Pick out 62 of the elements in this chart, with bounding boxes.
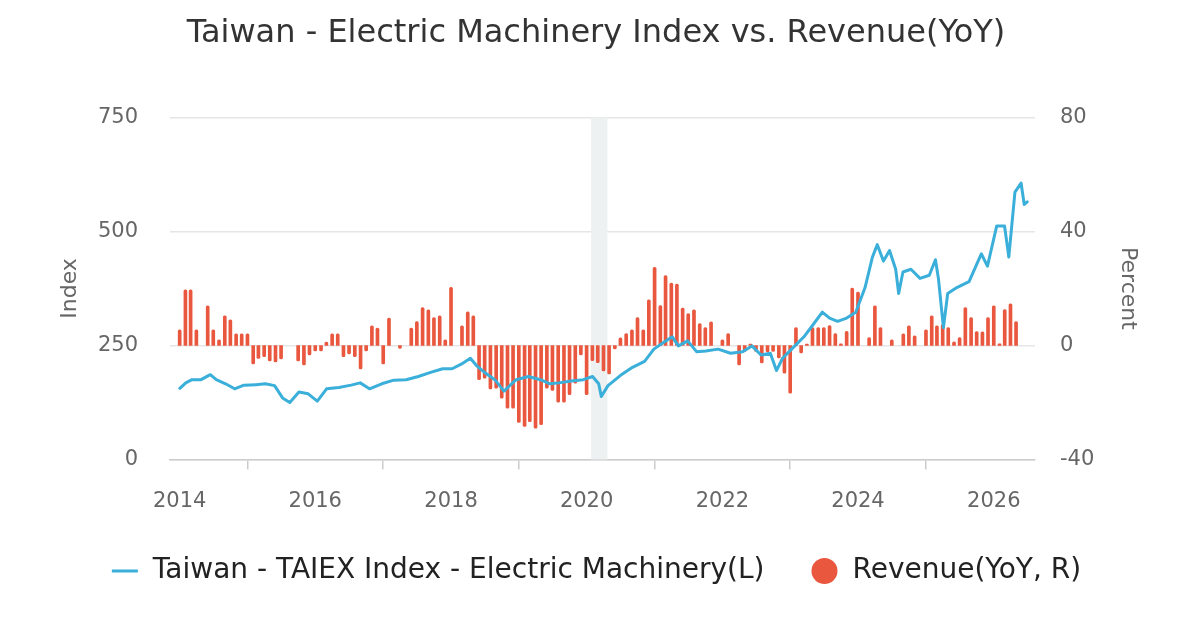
y2-axis-title: Percent <box>1117 247 1143 331</box>
x-tick-label: 2022 <box>695 487 750 512</box>
bar <box>516 345 521 423</box>
bar <box>1002 309 1007 346</box>
chart-title: Taiwan - Electric Machinery Index vs. Revenue(YoY) <box>185 11 1006 50</box>
bar <box>788 345 793 394</box>
bar <box>267 345 272 362</box>
bar <box>449 286 453 346</box>
bar <box>222 315 227 346</box>
y2-tick-label: -40 <box>1060 445 1095 470</box>
bar <box>630 329 634 346</box>
bar <box>873 305 877 346</box>
x-tick-label: 2016 <box>288 487 342 512</box>
y2-tick-label: 0 <box>1060 331 1074 356</box>
bar <box>669 282 674 346</box>
y2-tick-label: 40 <box>1060 217 1087 242</box>
y-axis-title: Index <box>55 258 81 319</box>
bar <box>370 325 374 346</box>
x-tick-label: 2014 <box>152 487 207 512</box>
bar <box>381 345 386 365</box>
bar <box>409 327 414 346</box>
y-tick-label: 500 <box>97 217 138 242</box>
bar <box>969 317 973 346</box>
bar <box>1014 321 1018 346</box>
y2-tick-label: 80 <box>1060 103 1087 128</box>
x-tick-label: 2026 <box>967 487 1021 512</box>
x-tick-label: 2018 <box>424 487 478 512</box>
bar <box>499 345 504 399</box>
bar <box>415 321 419 346</box>
bar <box>709 321 713 346</box>
bar <box>387 317 391 346</box>
legend-label: Revenue(YoY, R) <box>852 552 1082 586</box>
bar <box>986 317 990 346</box>
bar <box>296 345 300 362</box>
bar <box>511 345 515 409</box>
bar <box>562 345 566 403</box>
bar <box>907 325 911 346</box>
bar <box>432 317 436 346</box>
x-tick-label: 2020 <box>559 487 614 512</box>
x-tick-label: 2024 <box>831 487 885 512</box>
bar <box>850 287 855 346</box>
bar <box>647 299 651 346</box>
bar <box>595 345 600 363</box>
bar <box>556 345 561 403</box>
bar <box>251 345 256 365</box>
bar <box>527 345 532 422</box>
y-tick-label: 0 <box>124 445 138 470</box>
bar <box>924 329 928 346</box>
bar <box>607 345 611 375</box>
bar <box>816 327 821 346</box>
bar <box>545 345 549 389</box>
bar <box>675 283 679 346</box>
y-tick-label: 250 <box>97 331 138 356</box>
bar <box>460 325 464 346</box>
bar <box>641 329 646 346</box>
legend-label: Taiwan - TAIEX Index - Electric Machinery(L) <box>151 552 765 586</box>
bar <box>539 345 543 426</box>
bar <box>821 327 826 346</box>
bar <box>302 345 306 366</box>
bar <box>991 305 996 346</box>
y-tick-label: 750 <box>97 103 138 128</box>
bar <box>692 309 696 346</box>
